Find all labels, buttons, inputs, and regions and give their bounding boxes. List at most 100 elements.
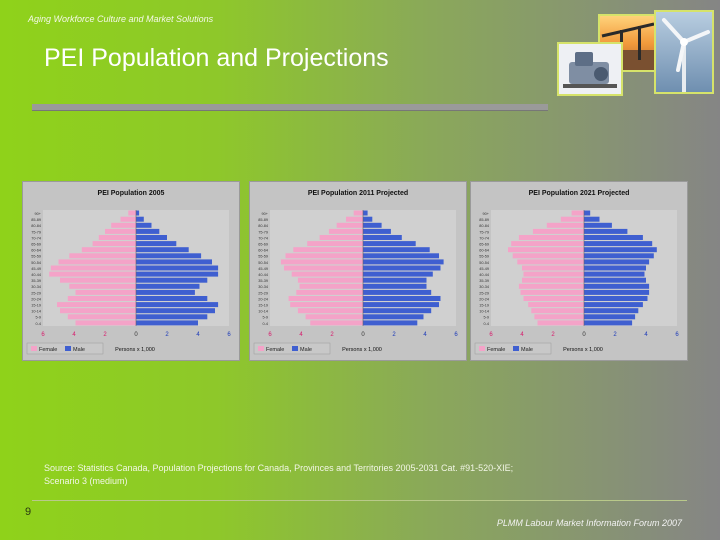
male-bar: [584, 210, 591, 216]
age-group-label: 90+: [35, 212, 42, 216]
female-bar: [523, 296, 584, 301]
male-bar: [363, 320, 418, 326]
age-group-label: 40-44: [31, 273, 41, 277]
age-group-label: 0-4: [263, 322, 269, 326]
female-bar: [81, 247, 137, 253]
presentation-header: Aging Workforce Culture and Market Solut…: [28, 14, 214, 24]
female-bar: [57, 302, 136, 308]
x-tick-label: 6: [454, 332, 458, 338]
male-bar: [363, 296, 441, 301]
female-bar: [297, 308, 363, 314]
female-bar: [522, 265, 584, 271]
male-bar: [363, 247, 430, 253]
age-group-label: 35-39: [258, 279, 268, 283]
footer-divider: [32, 500, 687, 501]
age-group-label: 65-69: [479, 243, 489, 247]
age-group-label: 45-49: [31, 267, 41, 271]
legend-label-female: Female: [487, 347, 505, 353]
male-bar: [363, 283, 427, 289]
x-tick-label: 2: [165, 332, 169, 338]
age-group-label: 60-64: [479, 249, 489, 253]
female-bar: [531, 308, 584, 314]
female-bar: [523, 271, 584, 277]
male-bar: [584, 302, 643, 308]
age-group-label: 80-84: [479, 224, 489, 228]
x-tick-label: 2: [103, 332, 107, 338]
male-bar: [363, 222, 382, 228]
legend-swatch-female: [258, 346, 264, 351]
age-group-label: 50-54: [258, 261, 268, 265]
female-bar: [511, 241, 584, 247]
male-bar: [136, 302, 219, 308]
female-bar: [296, 289, 363, 295]
male-bar: [136, 253, 202, 259]
male-bar: [584, 216, 600, 222]
age-group-label: 75-79: [479, 230, 489, 234]
male-bar: [363, 241, 416, 247]
female-bar: [305, 314, 363, 320]
age-group-label: 90+: [262, 212, 269, 216]
male-bar: [584, 222, 612, 228]
male-bar: [363, 277, 427, 283]
age-group-label: 20-24: [31, 297, 41, 301]
pyramid-2011-chart: PEI Population 2011 Projected 0-4 5-9 10-1…: [253, 190, 458, 355]
age-group-label: 65-69: [258, 243, 268, 247]
x-tick-label: 4: [423, 332, 427, 338]
female-bar: [528, 302, 584, 308]
age-group-label: 55-59: [31, 255, 41, 259]
x-tick-label: 6: [268, 332, 272, 338]
age-group-label: 40-44: [258, 273, 268, 277]
female-bar: [285, 253, 363, 259]
female-bar: [508, 247, 584, 253]
age-group-label: 85-89: [31, 218, 41, 222]
legend-swatch-female: [479, 346, 485, 351]
age-group-label: 45-49: [258, 267, 268, 271]
age-group-label: 0-4: [484, 322, 490, 326]
female-bar: [69, 253, 136, 259]
female-bar: [319, 235, 363, 240]
title-underline: [32, 104, 548, 111]
age-group-label: 70-74: [31, 236, 41, 240]
pyramid-2005-panel: PEI Population 2005 0-4 5-9 10-14 15-19 20-2…: [22, 181, 240, 361]
age-group-label: 85-89: [258, 218, 268, 222]
male-bar: [136, 228, 160, 234]
female-bar: [336, 222, 363, 228]
age-group-label: 90+: [483, 212, 490, 216]
male-bar: [584, 235, 643, 240]
x-tick-label: 0: [134, 332, 138, 338]
male-bar: [136, 241, 177, 247]
male-bar: [584, 289, 650, 295]
age-group-label: 5-9: [263, 316, 269, 320]
age-group-label: 35-39: [31, 279, 41, 283]
age-group-label: 5-9: [484, 316, 490, 320]
male-bar: [136, 314, 208, 320]
age-group-label: 25-29: [479, 291, 489, 295]
chart-title: PEI Population 2021 Projected: [529, 190, 630, 197]
source-line-1: Source: Statistics Canada, Population Pr…: [44, 463, 514, 473]
female-bar: [532, 228, 584, 234]
x-tick-label: 6: [41, 332, 45, 338]
male-bar: [584, 320, 633, 326]
female-bar: [537, 320, 584, 326]
legend-label-female: Female: [39, 347, 57, 353]
male-bar: [363, 210, 368, 216]
female-bar: [297, 277, 363, 283]
age-group-label: 75-79: [258, 230, 268, 234]
female-bar: [520, 289, 584, 295]
x-tick-label: 6: [489, 332, 493, 338]
male-bar: [363, 302, 439, 308]
x-tick-label: 6: [675, 332, 679, 338]
source-line-2: Scenario 3 (medium): [44, 476, 128, 486]
chart-title: PEI Population 2011 Projected: [308, 190, 408, 197]
male-bar: [136, 277, 208, 283]
legend-swatch-male: [65, 346, 71, 351]
female-bar: [98, 235, 136, 240]
slide-title: PEI Population and Projections: [44, 44, 389, 72]
male-bar: [363, 314, 424, 320]
x-tick-label: 6: [227, 332, 231, 338]
female-bar: [328, 228, 363, 234]
age-group-label: 80-84: [31, 224, 41, 228]
age-group-label: 75-79: [31, 230, 41, 234]
female-bar: [290, 302, 363, 308]
male-bar: [363, 216, 373, 222]
